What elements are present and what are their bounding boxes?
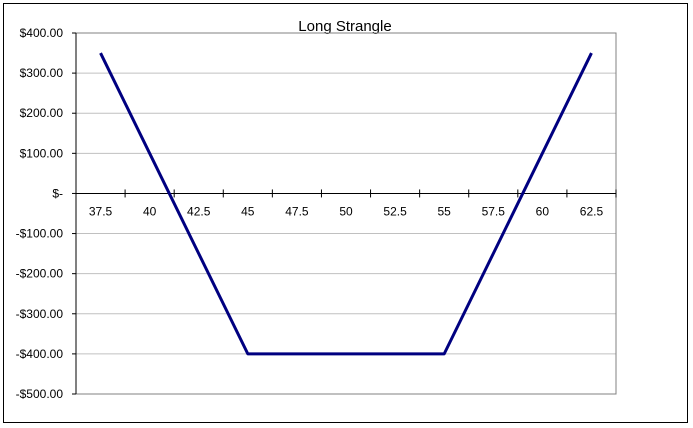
x-tick-label: 52.5 (383, 204, 407, 218)
chart-title: Long Strangle (298, 18, 391, 35)
x-tick-label: 55 (438, 204, 452, 218)
y-tick-label: $400.00 (20, 26, 64, 40)
y-tick-label: $300.00 (20, 66, 64, 80)
y-tick-label: -$200.00 (16, 267, 64, 281)
y-tick-label: $200.00 (20, 106, 64, 120)
x-tick-label: 62.5 (580, 204, 604, 218)
y-tick-label: -$300.00 (16, 307, 64, 321)
y-tick-label: -$100.00 (16, 227, 64, 241)
x-tick-label: 57.5 (482, 204, 506, 218)
y-axis: $400.00 $300.00 $200.00 $100.00 $- -$100.00 -$… (16, 26, 77, 401)
x-tick-label: 42.5 (187, 204, 211, 218)
x-tick-label: 50 (339, 204, 353, 218)
x-tick-label: 40 (143, 204, 157, 218)
gridlines (76, 72, 616, 355)
x-tick-label: 60 (536, 204, 550, 218)
series-layer (99, 52, 593, 356)
x-tick-label: 47.5 (285, 204, 309, 218)
x-tick-label: 37.5 (89, 204, 113, 218)
x-tick-label: 45 (241, 204, 255, 218)
y-tick-label: -$500.00 (16, 387, 64, 401)
y-tick-label: $- (52, 186, 63, 200)
y-tick-label: $100.00 (20, 146, 64, 160)
x-axis: 37.5 40 42.5 45 47.5 50 52.5 55 57.5 60 62.5 (75, 189, 617, 218)
y-tick-label: -$400.00 (16, 347, 64, 361)
